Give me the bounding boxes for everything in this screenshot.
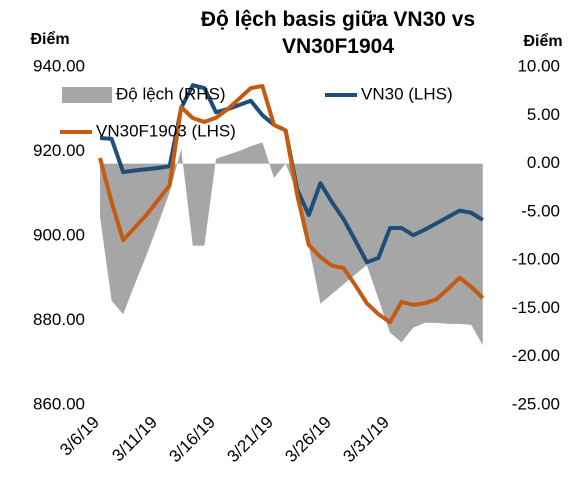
- chart-title: Độ lệch basis giữa VN30 vs VN30F1904: [201, 8, 475, 58]
- line: [98, 84, 485, 325]
- area: [100, 142, 483, 346]
- legend-label: Độ lệch (RHS): [116, 84, 226, 103]
- y2-tick-label: 10.00: [517, 56, 560, 75]
- x-tick-label: 3/6/19: [56, 413, 103, 460]
- y2-tick-label: -20.00: [512, 346, 560, 365]
- y-tick-label: 900.00: [33, 225, 85, 244]
- y-tick-label: 940.00: [33, 56, 85, 75]
- y2-tick-label: -10.00: [512, 250, 560, 269]
- x-tick-label: 3/26/19: [281, 413, 335, 467]
- y2-tick-label: 0.00: [527, 153, 560, 172]
- x-tick-label: 3/31/19: [339, 413, 393, 467]
- y-tick-label: 920.00: [33, 141, 85, 160]
- y2-axis-label: Điểm: [523, 32, 562, 50]
- y2-tick-label: -15.00: [512, 298, 560, 317]
- legend-label: VN30F1903 (LHS): [96, 121, 236, 140]
- y-tick-label: 860.00: [33, 394, 85, 413]
- x-tick-label: 3/16/19: [165, 413, 219, 467]
- legend-swatch: [62, 87, 112, 103]
- x-tick-label: 3/11/19: [108, 413, 161, 466]
- y-tick-label: 880.00: [33, 310, 85, 329]
- y2-tick-label: -25.00: [512, 394, 560, 413]
- legend-label: VN30 (LHS): [361, 84, 453, 103]
- y2-tick-label: -5.00: [521, 201, 560, 220]
- y-axis-label: Điểm: [30, 30, 69, 48]
- y2-tick-label: 5.00: [527, 105, 560, 124]
- x-tick-label: 3/21/19: [223, 413, 277, 467]
